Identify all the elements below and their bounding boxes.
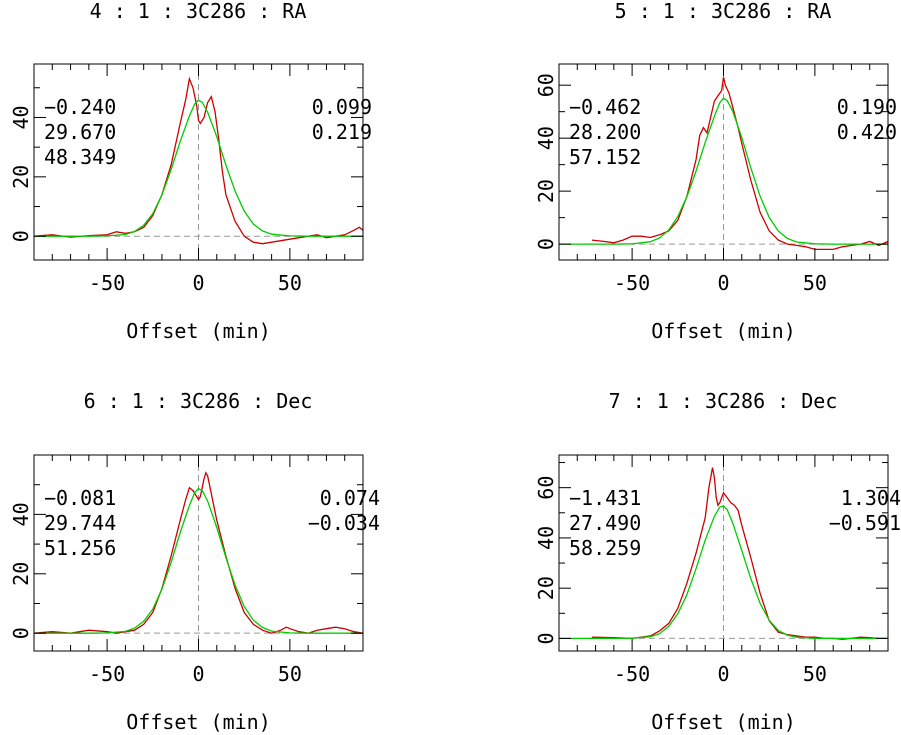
fit-param-right: −0.591	[829, 511, 901, 535]
y-tick-label: 20	[534, 179, 558, 203]
x-axis-label: Offset (min)	[651, 319, 796, 343]
y-tick-label: 40	[9, 105, 33, 129]
x-tick-label: -50	[614, 662, 650, 686]
fit-param-left: 27.490	[569, 511, 641, 535]
fit-param-left: 58.259	[569, 536, 641, 560]
y-tick-label: 20	[9, 562, 33, 586]
panel-title: 7 : 1 : 3C286 : Dec	[609, 389, 838, 413]
x-tick-label: 50	[803, 271, 827, 295]
x-axis-label: Offset (min)	[651, 710, 796, 734]
x-tick-label: 0	[717, 271, 729, 295]
fit-param-right: 0.190	[837, 95, 897, 119]
x-tick-label: 0	[717, 662, 729, 686]
x-tick-label: -50	[89, 271, 125, 295]
x-tick-label: 50	[278, 271, 302, 295]
x-axis-label: Offset (min)	[126, 319, 271, 343]
y-tick-label: 60	[534, 476, 558, 500]
panel-title: 5 : 1 : 3C286 : RA	[615, 0, 832, 23]
data-series-line	[591, 77, 889, 251]
x-tick-label: 50	[278, 662, 302, 686]
gaussian-fit-line	[34, 99, 363, 237]
panel-2: 5 : 1 : 3C286 : RA -50 0 50 0 20 40 60 Offset (m…	[534, 0, 897, 343]
panel-1: 4 : 1 : 3C286 : RA -50 0 50 0 20 40 Offset (min…	[9, 0, 372, 343]
fit-param-left: 29.744	[44, 511, 116, 535]
fit-param-right: −0.034	[308, 511, 380, 535]
panel-4: 7 : 1 : 3C286 : Dec -50 0 50 0 20 40 60 Offset (…	[534, 389, 901, 734]
fit-param-left: −1.431	[569, 486, 641, 510]
fit-param-right: 0.074	[320, 486, 380, 510]
x-tick-label: -50	[89, 662, 125, 686]
fit-param-right: 0.099	[312, 95, 372, 119]
y-tick-label: 20	[9, 165, 33, 189]
fit-param-left: −0.240	[44, 95, 116, 119]
panel-title: 6 : 1 : 3C286 : Dec	[84, 389, 313, 413]
x-tick-label: -50	[614, 271, 650, 295]
fit-param-right: 0.420	[837, 120, 897, 144]
panel-title: 4 : 1 : 3C286 : RA	[90, 0, 307, 23]
x-tick-label: 0	[192, 662, 204, 686]
y-tick-label: 0	[534, 632, 558, 644]
y-tick-label: 40	[534, 126, 558, 150]
panel-3: 6 : 1 : 3C286 : Dec -50 0 50 0 20 40 Offset (mi…	[9, 389, 380, 734]
x-tick-label: 0	[192, 271, 204, 295]
data-series-line	[33, 471, 364, 634]
y-tick-label: 40	[9, 502, 33, 526]
fit-param-left: −0.081	[44, 486, 116, 510]
fit-param-right: 1.304	[841, 486, 901, 510]
gaussian-fit-line	[34, 487, 363, 634]
fit-param-right: 0.219	[312, 120, 372, 144]
y-tick-label: 20	[534, 576, 558, 600]
gaussian-fit-line	[559, 97, 888, 245]
y-tick-label: 0	[534, 238, 558, 250]
fit-param-left: −0.462	[569, 95, 641, 119]
y-tick-label: 60	[534, 73, 558, 97]
fit-param-left: 57.152	[569, 145, 641, 169]
x-tick-label: 50	[803, 662, 827, 686]
x-axis-label: Offset (min)	[126, 710, 271, 734]
fit-param-left: 51.256	[44, 536, 116, 560]
y-tick-label: 40	[534, 526, 558, 550]
y-tick-label: 0	[9, 627, 33, 639]
fit-param-left: 29.670	[44, 120, 116, 144]
y-tick-label: 0	[9, 230, 33, 242]
fit-param-left: 28.200	[569, 120, 641, 144]
gaussian-fit-line	[559, 505, 888, 640]
fit-param-left: 48.349	[44, 145, 116, 169]
